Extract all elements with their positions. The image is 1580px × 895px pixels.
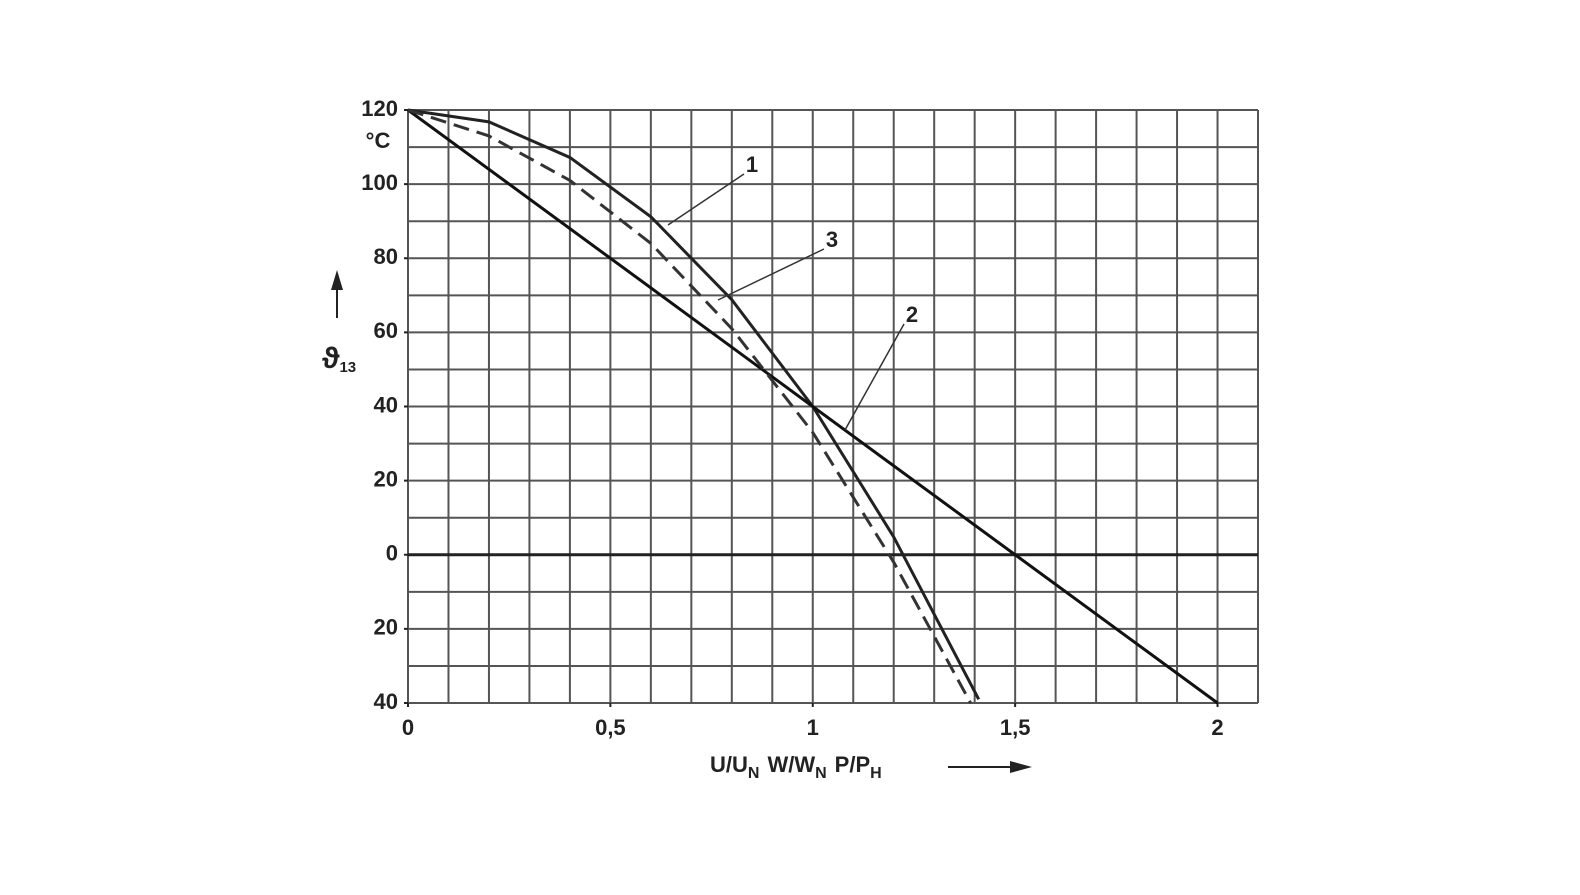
annotation: 2 — [906, 302, 918, 327]
x-arrow-head — [1010, 761, 1032, 773]
y-tick-label: 40 — [374, 392, 398, 417]
y-axis-label: ϑ13 — [322, 342, 356, 376]
x-tick-label: 0 — [402, 715, 414, 740]
x-label-main: W/W — [767, 752, 815, 777]
series-line — [407, 108, 981, 700]
series-line — [407, 108, 972, 704]
y-tick-label: 40 — [374, 689, 398, 714]
annotation: 1 — [746, 152, 758, 177]
y-tick-label: 60 — [374, 318, 398, 343]
annotation: 3 — [826, 227, 838, 252]
x-label-main: U/U — [710, 752, 748, 777]
x-label-sub: N — [748, 765, 760, 782]
x-tick-label: 1 — [807, 715, 819, 740]
y-tick-label: 80 — [374, 244, 398, 269]
y-unit: °C — [366, 128, 391, 153]
y-tick-label: 100 — [361, 170, 398, 195]
x-label-main: P/P — [835, 752, 870, 777]
x-axis-label: U/UN W/WN P/PH — [710, 752, 882, 782]
y-tick-label: 20 — [374, 466, 398, 491]
series-line — [407, 108, 1219, 705]
x-tick-label: 2 — [1211, 715, 1223, 740]
x-label-sub: H — [870, 765, 882, 782]
y-tick-label: 120 — [361, 96, 398, 121]
x-label-sub: N — [815, 765, 827, 782]
annotation-leader — [844, 323, 905, 431]
y-label-main: ϑ — [322, 342, 340, 375]
x-tick-label: 0,5 — [595, 715, 626, 740]
x-tick-label: 1,5 — [1000, 715, 1031, 740]
annotation-leader — [717, 248, 825, 301]
y-arrow-head — [331, 270, 343, 290]
y-label-sub: 13 — [339, 359, 356, 376]
y-tick-label: 0 — [386, 541, 398, 566]
y-tick-label: 20 — [374, 615, 398, 640]
annotation-leader — [667, 173, 745, 226]
